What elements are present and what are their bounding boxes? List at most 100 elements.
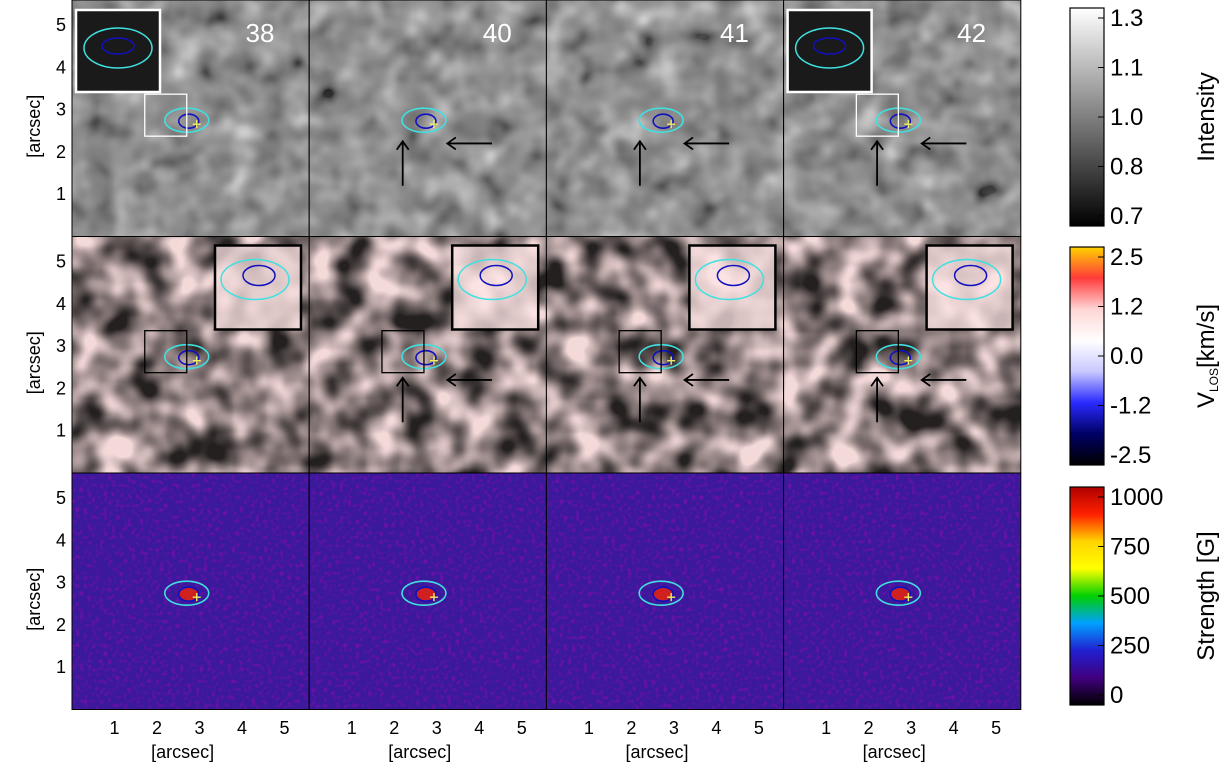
x-tick-label: 1 (347, 718, 357, 738)
cross-marker (667, 593, 676, 602)
y-tick-label: 4 (56, 294, 66, 314)
contour-inner (889, 113, 912, 129)
y-tick-label: 2 (56, 378, 66, 398)
zoom-region-box (144, 330, 188, 374)
cross-marker (192, 120, 201, 129)
colorbar-tick-label: 1.0 (1110, 104, 1143, 131)
x-tick-label: 2 (626, 718, 636, 738)
cross-marker (192, 356, 201, 365)
x-tick-label: 3 (906, 718, 916, 738)
y-axis-title: [arcsec] (24, 95, 44, 158)
arrow-left (682, 136, 730, 151)
zoom-inset (688, 244, 777, 331)
x-tick-label: 5 (754, 718, 764, 738)
x-tick-label: 5 (279, 718, 289, 738)
contour-inner (889, 349, 912, 366)
x-axis-title: [arcsec] (388, 742, 451, 762)
x-axis-title: [arcsec] (863, 742, 926, 762)
y-tick-label: 2 (56, 615, 66, 635)
panel-velocity-38 (71, 236, 310, 474)
panel-strength-38 (71, 472, 310, 710)
panel-intensity-40: 40 (308, 0, 547, 237)
contour-inner (889, 586, 912, 602)
frame-number: 38 (246, 18, 275, 48)
frame-number: 41 (720, 18, 749, 48)
contour-inner (652, 113, 674, 129)
x-tick-label: 1 (821, 718, 831, 738)
cross-marker (904, 593, 913, 602)
x-tick-label: 4 (237, 718, 247, 738)
panel-intensity-42: 42 (783, 0, 1022, 237)
zoom-inset (786, 8, 873, 94)
y-tick-label: 4 (56, 530, 66, 550)
arrow-up (633, 376, 647, 423)
colorbar-tick-label: 1.3 (1110, 5, 1143, 32)
cross-marker (192, 593, 201, 602)
cross-marker (667, 356, 676, 365)
x-tick-label: 1 (109, 718, 119, 738)
panel-intensity-38: 38 (71, 0, 310, 237)
x-tick-label: 3 (669, 718, 679, 738)
x-tick-label: 5 (991, 718, 1001, 738)
x-tick-label: 4 (949, 718, 959, 738)
x-tick-label: 2 (389, 718, 399, 738)
y-tick-label: 3 (56, 336, 66, 356)
arrow-left (445, 373, 492, 387)
contour-inner (652, 586, 674, 602)
colorbar-intensity: 1.3 1.1 1.0 0.8 0.7 Intensity (1069, 5, 1220, 230)
axis-labels: 5 4 3 2 1 [arcsec] 5 4 3 2 1 [arcsec] 5 4 3 2 1 [arcsec] 1… (24, 15, 1001, 762)
x-tick-label: 2 (864, 718, 874, 738)
y-tick-label: 1 (56, 184, 66, 204)
arrow-up (633, 139, 647, 186)
cross-marker (667, 120, 676, 129)
zoom-region-box (855, 93, 899, 137)
contour-inner (177, 349, 200, 366)
panel-strength-40 (308, 472, 547, 710)
colorbar-tick-label: 250 (1110, 633, 1150, 660)
panel-velocity-41 (545, 236, 785, 474)
cross-marker (904, 356, 913, 365)
contour-inner (415, 113, 437, 129)
contour-outer (401, 580, 447, 606)
y-tick-label: 3 (56, 100, 66, 120)
arrow-left (445, 136, 492, 151)
x-tick-label: 3 (432, 718, 442, 738)
arrow-up (395, 376, 410, 423)
arrow-left (682, 373, 730, 387)
frame-number: 42 (957, 18, 986, 48)
colorbar-tick-label: 0.7 (1110, 203, 1143, 230)
colorbar-tick-label: -2.5 (1110, 442, 1151, 469)
x-tick-label: 3 (194, 718, 204, 738)
x-axis-title: [arcsec] (151, 742, 214, 762)
y-tick-label: 1 (56, 657, 66, 677)
y-axis-title: [arcsec] (24, 568, 44, 631)
colorbar-tick-label: 0.0 (1110, 343, 1143, 370)
colorbar-tick-label: 500 (1110, 583, 1150, 610)
x-tick-label: 4 (711, 718, 721, 738)
contour-outer (875, 580, 922, 606)
cross-marker (904, 120, 913, 129)
arrow-left (920, 136, 967, 151)
x-tick-label: 1 (584, 718, 594, 738)
zoom-region-box (618, 330, 662, 374)
y-tick-label: 1 (56, 421, 66, 441)
zoom-region-box (855, 330, 899, 374)
panel-velocity-40 (308, 236, 547, 474)
contour-inner (652, 349, 674, 366)
zoom-inset (213, 244, 303, 331)
colorbar-velocity: 2.5 1.2 0.0 -1.2 -2.5 VLOS[km/s] (1069, 244, 1221, 469)
frame-number: 40 (483, 18, 512, 48)
colorbar-tick-label: 0.8 (1110, 154, 1143, 181)
contour-inner (177, 586, 200, 602)
contour-inner (415, 586, 437, 602)
zoom-inset (74, 8, 162, 94)
contour-outer (163, 580, 210, 606)
colorbar-tick-label: 1000 (1110, 484, 1163, 511)
panel-grid: 38 40 41 42 (71, 0, 1022, 710)
panel-velocity-42 (783, 236, 1022, 474)
y-tick-label: 5 (56, 15, 66, 35)
y-tick-label: 5 (56, 252, 66, 272)
contour-inner (415, 349, 437, 366)
